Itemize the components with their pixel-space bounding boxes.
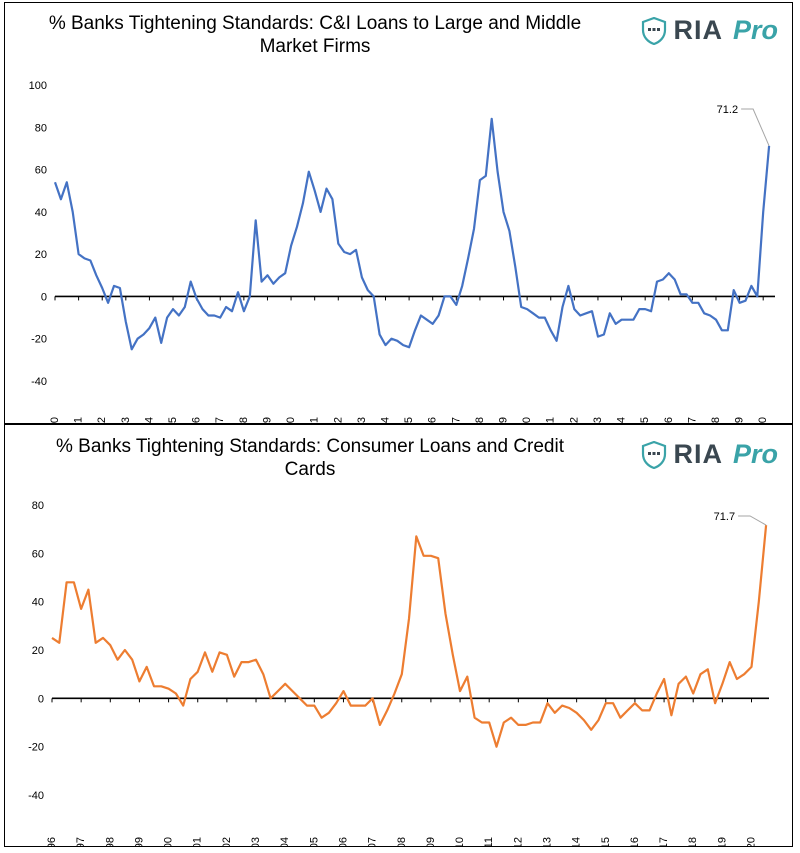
x-tick-label: 2006 [337,837,349,846]
x-tick-label: 2019 [734,417,746,423]
y-tick-label: 40 [32,597,44,609]
consumer-loans-line-chart: 80 60 40 20 0 -20 -40 1996 1997 1998 1999 2000 2001 2… [28,500,769,846]
x-tick-label: 2009 [498,417,510,423]
chart-title: % Banks Tightening Standards: C&I Loans … [15,12,615,58]
ria-pro-logo: RIA Pro [641,15,778,46]
x-tick-label: 2008 [396,837,408,846]
y-tick-label: 80 [35,122,47,134]
chart-title-line2: Market Firms [259,36,371,57]
chart-panel-ci-loans: % Banks Tightening Standards: C&I Loans … [4,2,793,424]
x-tick-label: 1999 [261,417,273,423]
x-tick-label: 2020 [746,837,758,846]
y-tick-label: 60 [35,165,47,177]
x-tick-label: 2013 [592,417,604,423]
x-tick-label: 2019 [716,837,728,846]
y-tick-label: -40 [31,376,47,388]
x-tick-label: 2002 [221,837,233,846]
x-tick-label: 1996 [191,417,203,423]
y-tick-label: -20 [31,334,47,346]
x-tick-label: 2011 [483,837,495,846]
y-tick-label: 20 [32,645,44,657]
x-tick-label: 2014 [616,417,628,423]
y-tick-label: 40 [35,207,47,219]
x-tick-label: 1995 [167,417,179,423]
y-tick-label: 20 [35,249,47,261]
x-tick-label: 2010 [521,417,533,423]
chart-panel-consumer-loans: % Banks Tightening Standards: Consumer L… [4,424,793,847]
x-tick-label: 2008 [474,417,486,423]
x-tick-label: 2013 [541,837,553,846]
logo-suffix: Pro [732,15,778,45]
y-tick-label: -20 [28,742,44,754]
x-tick-label: 2000 [163,837,175,846]
annotation-leader [738,515,767,526]
ria-pro-logo: RIA Pro [641,439,778,470]
y-tick-label: -40 [28,790,44,802]
y-tick-label: 100 [29,80,47,92]
x-tick-label: 1992 [96,417,108,423]
x-tick-label: 1999 [133,837,145,846]
x-tick-label: 2007 [450,417,462,423]
x-tick-label: 2010 [454,837,466,846]
x-tick-label: 2000 [285,417,297,423]
shield-icon [642,16,667,45]
x-tick-label: 1996 [46,837,58,846]
x-tick-label: 2017 [658,837,670,846]
x-tick-label: 2001 [192,837,204,846]
x-tick-label: 2015 [639,417,651,423]
x-tick-label: 2001 [309,417,321,423]
x-tick-label: 2018 [710,417,722,423]
x-tick-label: 2005 [403,417,415,423]
chart-title: % Banks Tightening Standards: Consumer L… [15,435,605,481]
x-tick-label: 2006 [427,417,439,423]
x-tick-label: 2004 [379,417,391,423]
logo-brand: RIA [673,15,723,45]
x-tick-label: 1998 [104,837,116,846]
annotation-leader [741,108,770,147]
x-tick-label: 2016 [629,837,641,846]
x-tick-label: 2003 [356,417,368,423]
series-line [51,524,768,748]
y-tick-label: 60 [32,548,44,560]
x-tick-label: 2015 [600,837,612,846]
logo-suffix: Pro [732,439,778,469]
x-tick-label: 2020 [757,417,769,423]
y-tick-label: 80 [32,500,44,512]
x-tick-label: 1990 [49,417,61,423]
x-tick-label: 1997 [214,417,226,423]
x-tick-label: 2004 [279,837,291,846]
shield-icon [642,440,667,469]
x-tick-label: 2017 [686,417,698,423]
x-tick-label: 1998 [238,417,250,423]
chart-title-line1: % Banks Tightening Standards: C&I Loans … [48,13,582,34]
x-tick-label: 1991 [73,417,85,423]
x-tick-label: 2012 [568,417,580,423]
x-tick-label: 2007 [367,837,379,846]
chart-title-line1: % Banks Tightening Standards: Consumer L… [55,436,565,457]
annotation-label: 71.7 [714,511,735,523]
x-tick-label: 2014 [571,837,583,846]
x-tick-label: 2009 [425,837,437,846]
ci-loans-line-chart: 100 80 60 40 20 0 -20 -40 1990 1991 1992 1993 1994 19… [29,80,775,423]
x-tick-label: 2016 [663,417,675,423]
x-tick-label: 1994 [143,417,155,423]
annotation-label: 71.2 [717,104,738,116]
x-tick-label: 1997 [75,837,87,846]
y-tick-label: 0 [41,291,47,303]
series-line [53,117,771,351]
x-tick-label: 2011 [545,417,557,423]
logo-brand: RIA [673,439,723,469]
x-tick-label: 1993 [120,417,132,423]
x-tick-label: 2005 [308,837,320,846]
chart-title-line2: Cards [284,459,336,480]
x-tick-label: 2018 [687,837,699,846]
x-tick-label: 2002 [332,417,344,423]
x-tick-label: 2012 [512,837,524,846]
x-tick-label: 2003 [250,837,262,846]
y-tick-label: 0 [38,693,44,705]
